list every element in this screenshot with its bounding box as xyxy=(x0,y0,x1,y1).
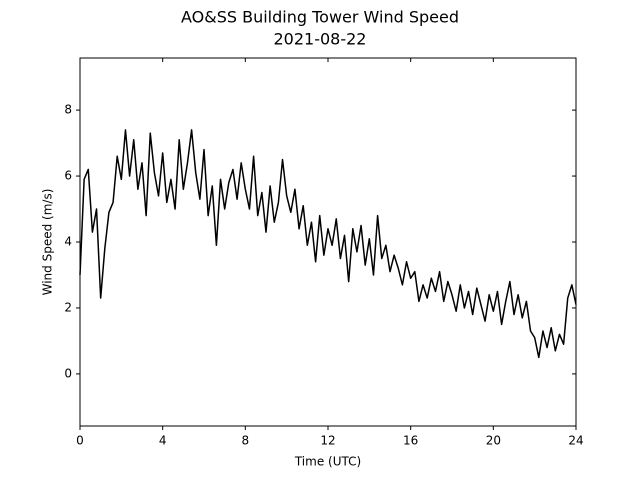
x-tick-label: 8 xyxy=(242,434,250,448)
x-tick-label: 24 xyxy=(568,434,583,448)
x-tick-label: 12 xyxy=(320,434,335,448)
x-tick-label: 4 xyxy=(159,434,167,448)
chart-subtitle: 2021-08-22 xyxy=(274,30,367,49)
x-axis-label: Time (UTC) xyxy=(294,455,361,469)
y-tick-label: 4 xyxy=(64,235,72,249)
y-axis-label: Wind Speed (m/s) xyxy=(41,189,55,296)
y-tick-label: 8 xyxy=(64,103,72,117)
y-tick-label: 0 xyxy=(64,366,72,380)
x-tick-label: 16 xyxy=(403,434,418,448)
y-tick-label: 2 xyxy=(64,300,72,314)
chart-title: AO&SS Building Tower Wind Speed xyxy=(181,8,459,27)
x-tick-label: 20 xyxy=(486,434,501,448)
x-tick-label: 0 xyxy=(76,434,84,448)
y-tick-label: 6 xyxy=(64,169,72,183)
data-line xyxy=(79,129,577,359)
